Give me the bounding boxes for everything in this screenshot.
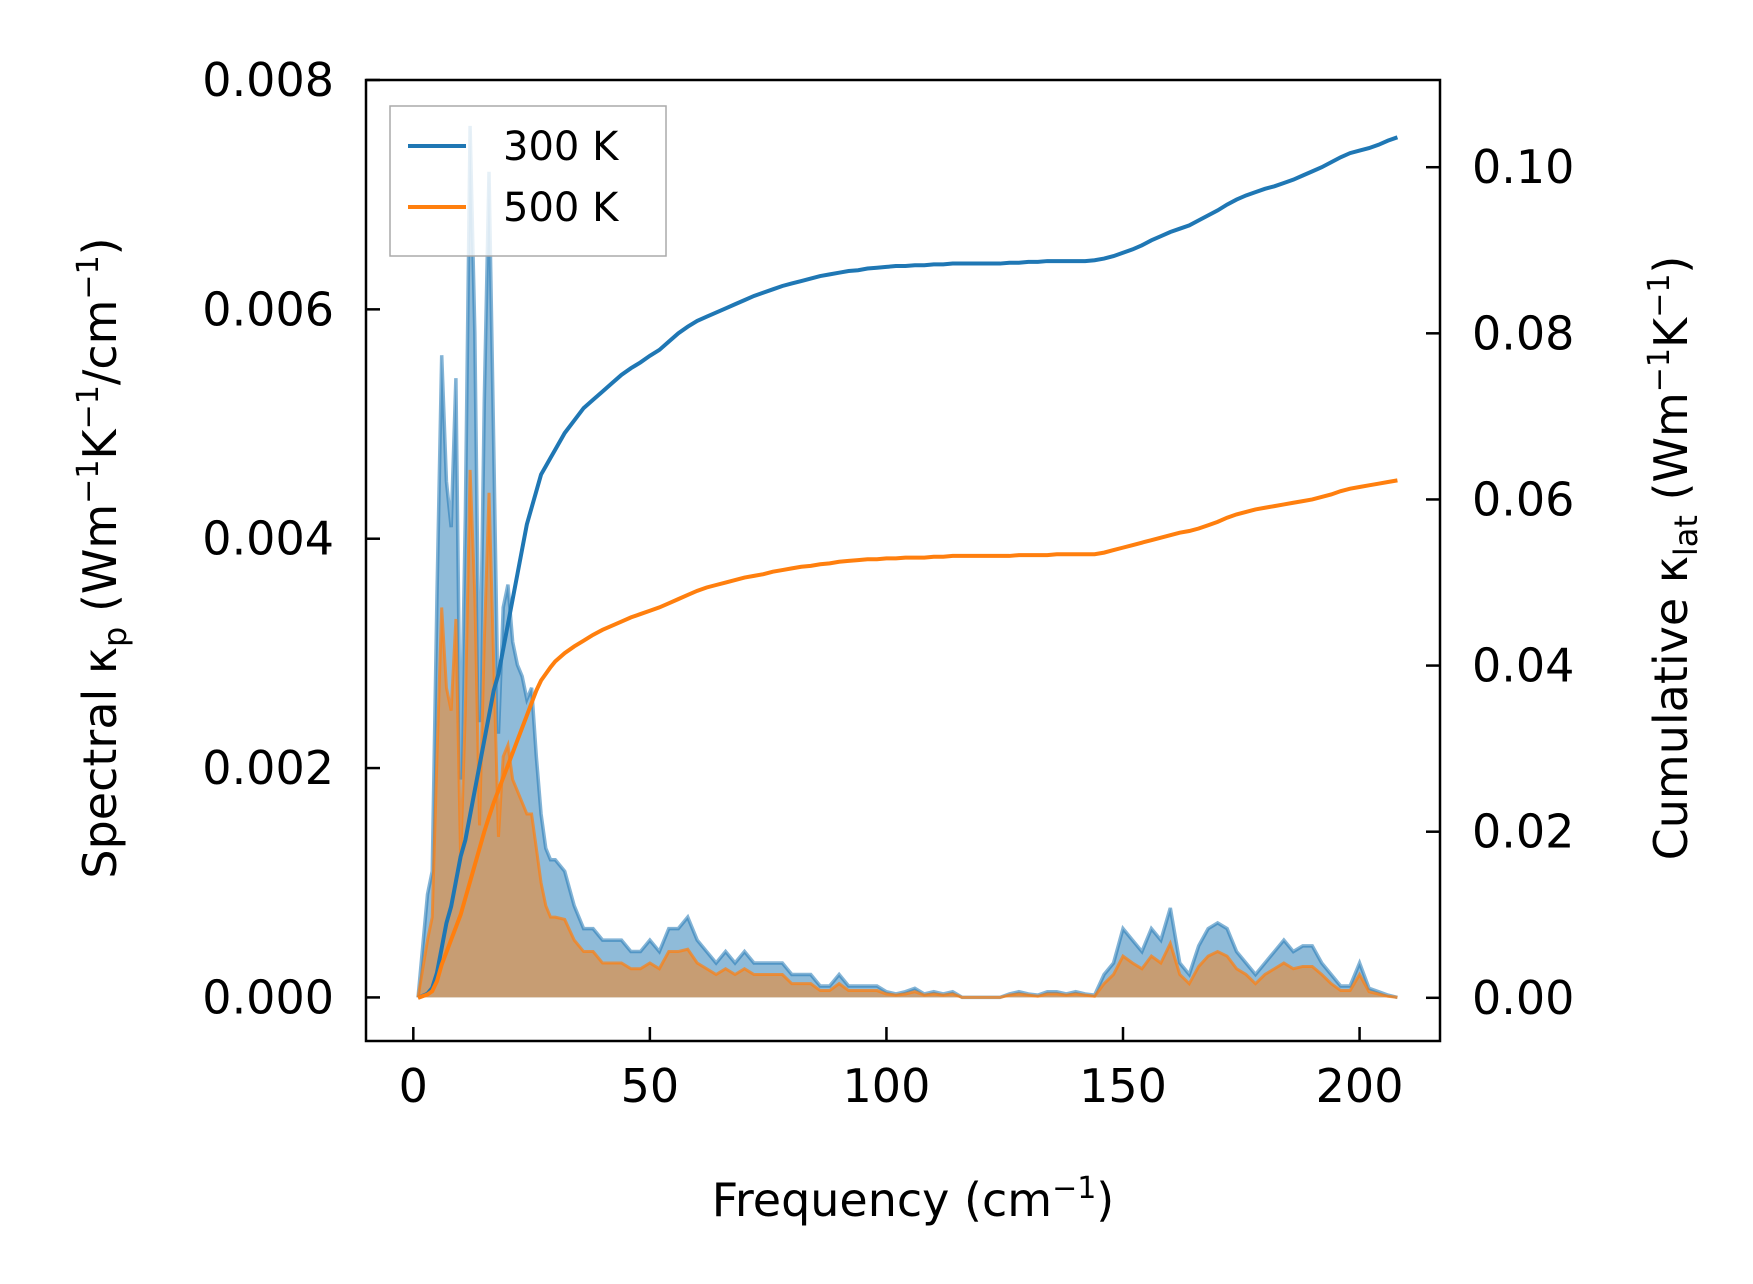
cumulative-300k-line (417, 135, 1399, 1000)
x-tick-label: 100 (843, 1059, 931, 1113)
y-left-tick-label: 0.008 (202, 53, 334, 107)
cumulative-500k-line (417, 478, 1398, 1000)
y-right-tick-label: 0.08 (1472, 306, 1574, 360)
y-left-tick-label: 0.006 (202, 282, 334, 336)
y-left-label-sup2: −1 (71, 385, 106, 429)
y-right-label-unit3: ) (1644, 256, 1698, 274)
x-tick-label: 50 (621, 1059, 680, 1113)
y-left-tick-label: 0.004 (202, 512, 334, 566)
y-left-label-unit4: ) (73, 237, 127, 255)
y-left-label-sup1: −1 (71, 460, 106, 504)
spectral-300k-line (416, 125, 1398, 1000)
axes: 0 50 100 150 200 0.000 0.002 0.004 0.006 0.008 0.0… (202, 53, 1574, 1113)
x-tick-label: 0 (399, 1059, 428, 1113)
y-left-label-base: Spectral κ (73, 647, 127, 879)
x-tick-label: 200 (1316, 1059, 1404, 1113)
spectral-500k-line (416, 469, 1398, 999)
y-right-tick-label: 0.00 (1472, 971, 1574, 1025)
legend: 300 K 500 K (389, 105, 667, 257)
y-left-label-unit1: (Wm (73, 504, 127, 627)
x-tick-label: 150 (1079, 1059, 1167, 1113)
y-right-tick-label: 0.04 (1472, 639, 1574, 693)
y-right-label-base: Cumulative κ (1644, 556, 1698, 860)
y-left-label-sup3: −1 (71, 255, 106, 299)
spectral-500k-area (418, 469, 1398, 998)
legend-label-300k: 300 K (503, 124, 620, 170)
y-left-label-unit3: /cm (73, 300, 127, 386)
y-left-tick-label: 0.002 (202, 741, 334, 795)
plot-frame (364, 78, 1442, 1043)
y-axis-right-label: Cumulative κlat (Wm−1K−1) (1642, 256, 1705, 861)
y-left-label-sub: p (96, 627, 134, 647)
y-left-label-unit2: K (73, 428, 127, 460)
y-right-label-sup1: −1 (1642, 348, 1677, 392)
y-left-tick-label: 0.000 (202, 970, 334, 1024)
y-right-tick-label: 0.10 (1472, 140, 1574, 194)
x-axis-label-sup: −1 (1052, 1171, 1096, 1206)
y-right-tick-label: 0.06 (1472, 472, 1574, 526)
y-right-label-unit2: K (1644, 316, 1698, 348)
y-right-label-sub: lat (1667, 515, 1705, 556)
x-axis-label-tail: ) (1096, 1173, 1114, 1227)
legend-label-500k: 500 K (503, 185, 620, 231)
y-axis-left-label: Spectral κp (Wm−1K−1/cm−1) (71, 237, 134, 878)
x-axis-label-text: Frequency (cm (712, 1173, 1052, 1227)
y-right-tick-label: 0.02 (1472, 805, 1574, 859)
y-right-label-sup2: −1 (1642, 274, 1677, 318)
legend-box (389, 105, 667, 257)
plot-area (416, 125, 1399, 1000)
y-right-label-unit1: (Wm (1644, 392, 1698, 515)
x-axis-label: Frequency (cm−1) (712, 1171, 1115, 1227)
